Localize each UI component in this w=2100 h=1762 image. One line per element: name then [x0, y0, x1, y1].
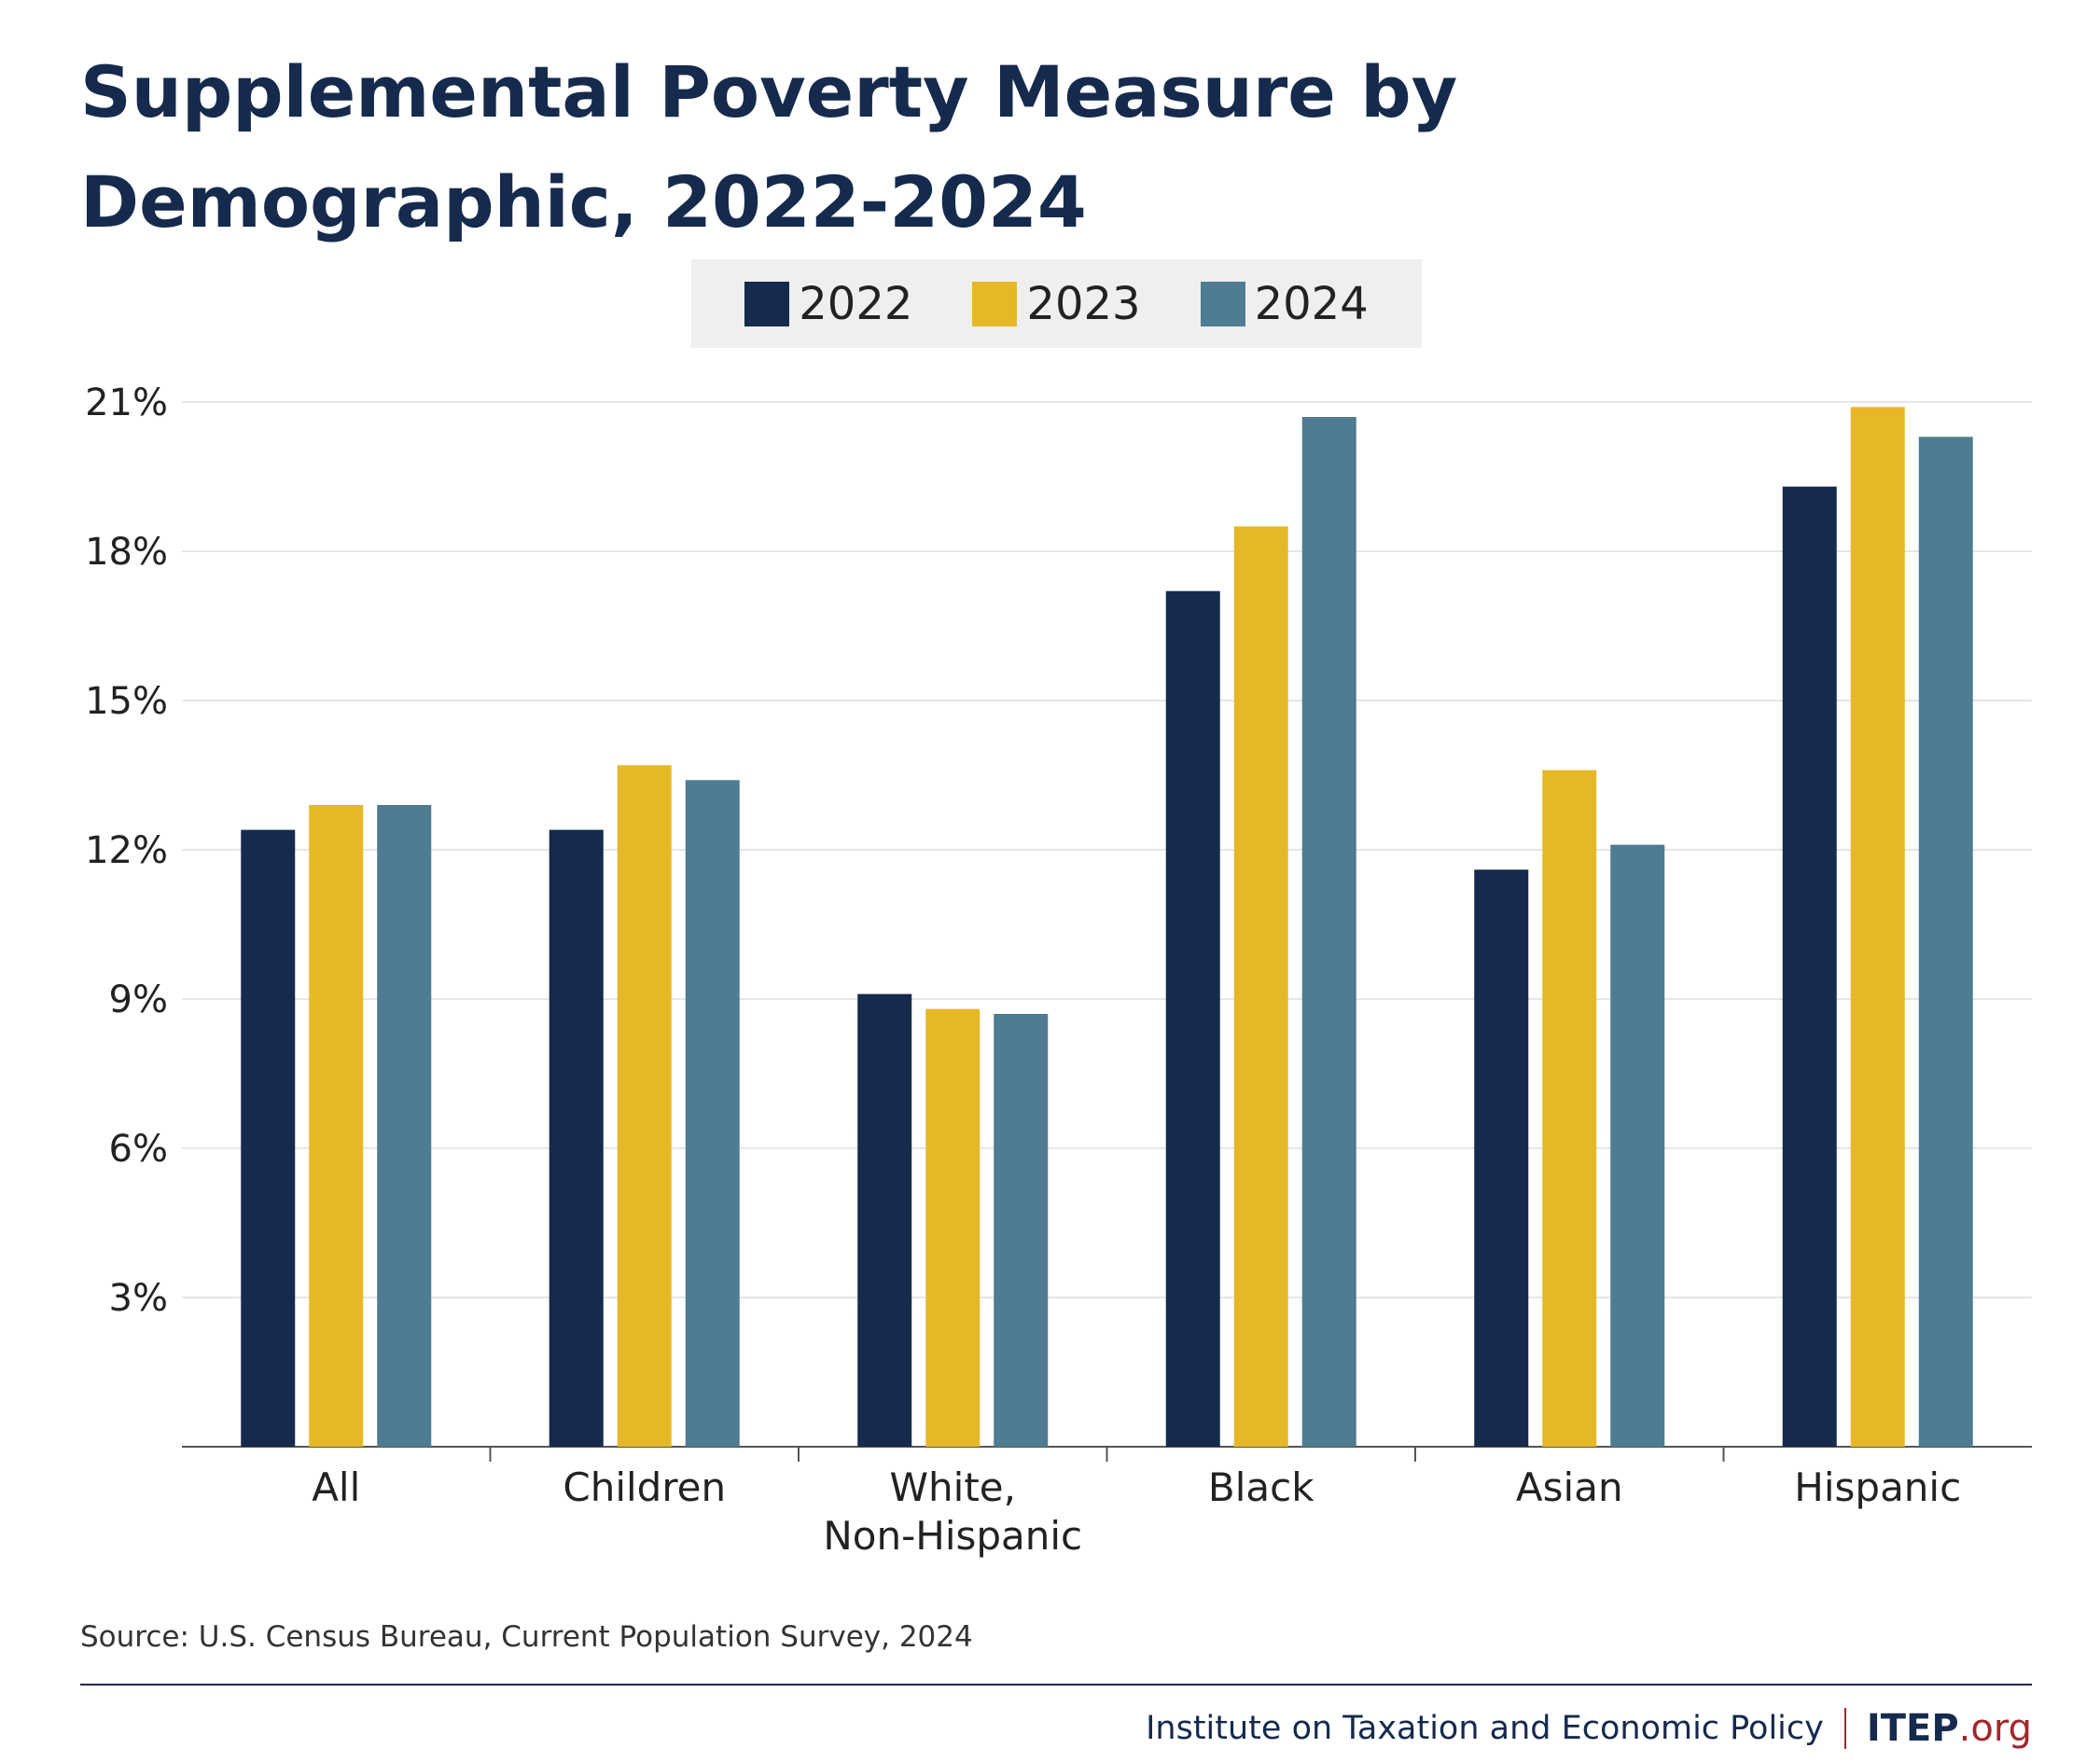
legend-label-2023: 2023: [1026, 277, 1141, 330]
x-tick-label-line: Hispanic: [1794, 1464, 1961, 1510]
footer: Institute on Taxation and Economic Polic…: [1146, 1707, 2032, 1750]
x-tick-label-line: Non-Hispanic: [823, 1513, 1082, 1559]
logo-suffix: .org: [1958, 1707, 2032, 1750]
legend-swatch-2023: [972, 281, 1018, 326]
y-tick-label: 3%: [109, 1277, 168, 1320]
x-tick-label: Hispanic: [1794, 1464, 1961, 1510]
footer-divider: [1843, 1708, 1846, 1749]
bar-2023-white-non-hispanic: [925, 1008, 980, 1447]
logo-main: ITEP: [1866, 1707, 1959, 1750]
bar-2024-white-non-hispanic: [994, 1014, 1049, 1447]
x-tick-label-line: Asian: [1516, 1464, 1623, 1510]
chart-title: Supplemental Poverty Measure by Demograp…: [80, 50, 1458, 243]
legend-swatch-2024: [1200, 281, 1245, 326]
bar-2022-white-non-hispanic: [857, 993, 912, 1447]
itep-logo[interactable]: ITEP.org: [1867, 1707, 2032, 1750]
legend: 2022 2023 2024: [691, 259, 1422, 348]
legend-item-2024: 2024: [1200, 277, 1369, 330]
x-tick-label-line: Children: [563, 1464, 726, 1510]
y-tick-label: 9%: [109, 978, 168, 1021]
x-tick-label: All: [312, 1464, 360, 1510]
bar-2022-black: [1165, 590, 1220, 1447]
y-tick-label: 15%: [85, 680, 168, 723]
x-tick-label: White, Non-Hispanic: [823, 1464, 1082, 1559]
x-tick-label: Black: [1208, 1464, 1314, 1510]
x-tick-label: Asian: [1516, 1464, 1623, 1510]
y-tick-label: 18%: [85, 531, 168, 574]
bar-2023-asian: [1542, 770, 1597, 1447]
footer-rule: [80, 1684, 2032, 1686]
bar-2024-black: [1301, 417, 1356, 1447]
bar-2022-children: [549, 829, 604, 1447]
bar-2022-asian: [1474, 869, 1529, 1447]
legend-label-2022: 2022: [799, 277, 913, 330]
legend-item-2022: 2022: [744, 278, 912, 330]
bar-2022-all: [241, 829, 296, 1447]
bar-2022-hispanic: [1782, 486, 1837, 1447]
legend-label-2024: 2024: [1254, 277, 1369, 330]
y-tick-label: 6%: [109, 1128, 168, 1171]
bar-2023-all: [309, 805, 364, 1447]
bar-chart: 3% 6% 9% 12% 15% 18% 21% All Children White, Non-H…: [85, 382, 2032, 1559]
x-tick-label-line: White,: [890, 1464, 1016, 1510]
bar-2024-children: [685, 780, 740, 1447]
bar-2024-hispanic: [1918, 437, 1973, 1447]
y-tick-label: 12%: [85, 829, 168, 872]
org-name: Institute on Taxation and Economic Polic…: [1146, 1710, 1824, 1747]
x-tick-label: Children: [563, 1464, 726, 1510]
x-tick-label-line: Black: [1208, 1464, 1314, 1510]
bar-2023-hispanic: [1850, 407, 1905, 1447]
x-tick-label-line: All: [312, 1464, 360, 1510]
bar-2023-black: [1233, 526, 1288, 1447]
y-tick-label: 21%: [85, 382, 168, 424]
legend-item-2023: 2023: [972, 277, 1141, 330]
legend-swatch-2022: [744, 281, 790, 326]
source-note: Source: U.S. Census Bureau, Current Popu…: [80, 1620, 973, 1654]
bar-2024-all: [377, 805, 432, 1447]
bar-2024-asian: [1610, 844, 1665, 1447]
bar-2023-children: [617, 765, 672, 1447]
